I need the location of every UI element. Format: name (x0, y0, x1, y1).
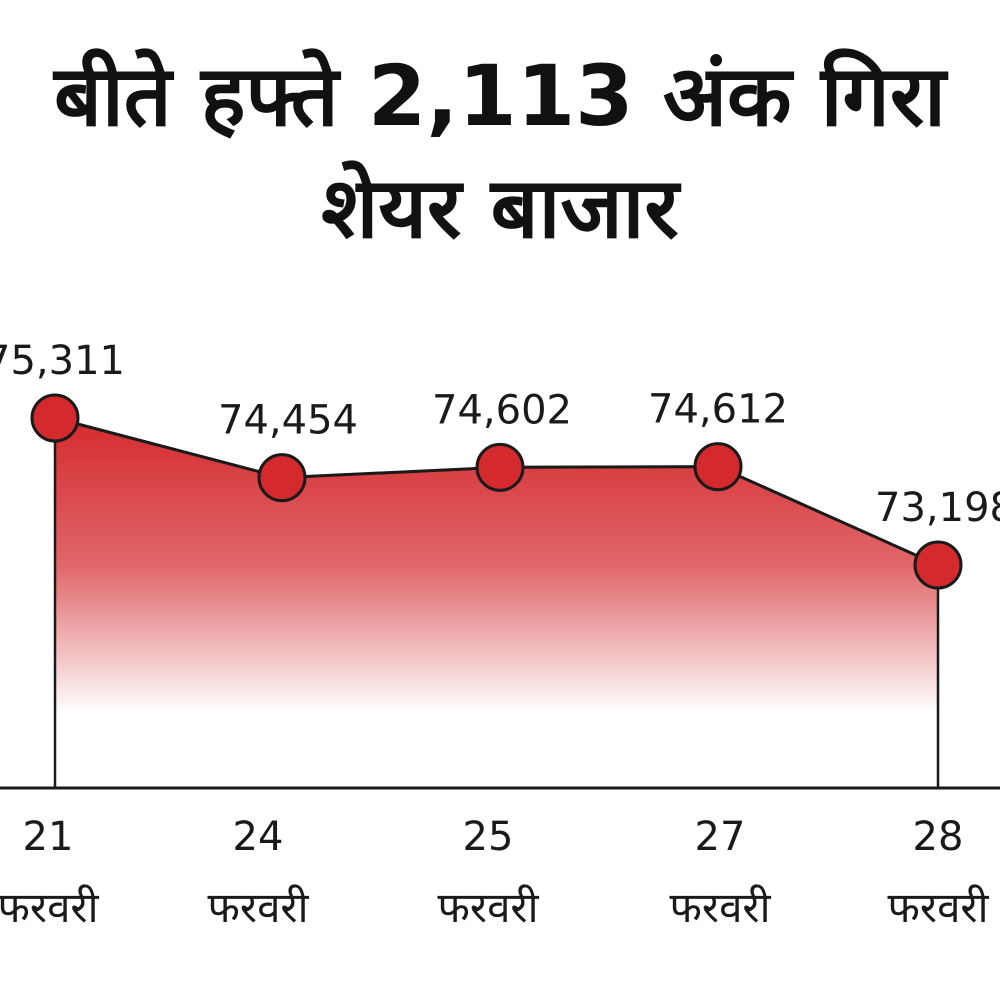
data-point (913, 540, 963, 590)
x-tick-day: 21 (23, 814, 74, 860)
x-tick-month: फरवरी (670, 883, 772, 932)
data-label: 74,454 (218, 398, 358, 444)
x-tick-month: फरवरी (438, 883, 540, 932)
x-tick-day: 24 (233, 814, 284, 860)
data-point (693, 442, 743, 492)
title-line-1: बीते हफ्ते 2,113 अंक गिरा (54, 47, 946, 145)
title-line-2: शेयर बाजार (321, 159, 679, 257)
x-tick-day: 27 (695, 814, 746, 860)
x-tick-month: फरवरी (0, 883, 100, 932)
x-tick-month: फरवरी (208, 883, 310, 932)
data-label: 74,612 (648, 387, 788, 433)
x-tick-day: 28 (913, 814, 964, 860)
data-label: 73,198 (875, 485, 1000, 531)
data-label: 75,311 (0, 338, 125, 384)
data-point (257, 453, 307, 503)
data-point (30, 393, 80, 443)
data-label: 74,602 (432, 387, 572, 433)
x-tick-month: फरवरी (888, 883, 990, 932)
chart-title: बीते हफ्ते 2,113 अंक गिरा शेयर बाजार (0, 40, 1000, 264)
x-tick-day: 25 (463, 814, 514, 860)
data-point (475, 442, 525, 492)
